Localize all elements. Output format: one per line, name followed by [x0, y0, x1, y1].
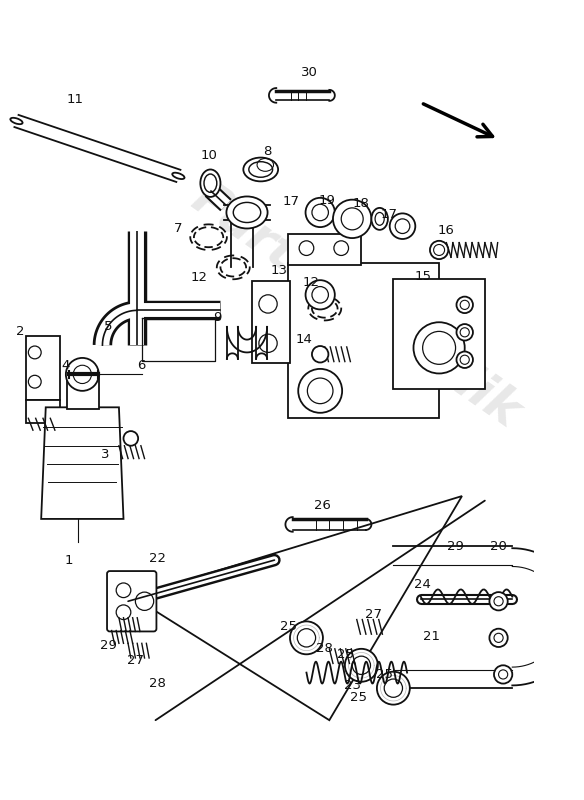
Circle shape — [489, 629, 507, 647]
Text: PartsRepublik: PartsRepublik — [183, 174, 530, 438]
Circle shape — [123, 431, 138, 446]
Circle shape — [413, 322, 465, 374]
FancyBboxPatch shape — [394, 279, 485, 389]
Circle shape — [457, 297, 473, 313]
Polygon shape — [133, 496, 462, 720]
Text: 28: 28 — [317, 642, 333, 655]
FancyBboxPatch shape — [107, 571, 157, 631]
Ellipse shape — [11, 118, 23, 124]
Text: 12: 12 — [191, 271, 208, 284]
Text: 30: 30 — [301, 66, 318, 79]
Text: 26: 26 — [314, 498, 331, 512]
Circle shape — [377, 672, 410, 705]
Ellipse shape — [227, 197, 267, 229]
FancyBboxPatch shape — [67, 374, 99, 409]
Circle shape — [298, 369, 342, 413]
Text: 8: 8 — [263, 145, 272, 158]
Text: 13: 13 — [270, 263, 287, 277]
Circle shape — [489, 592, 507, 610]
Text: 7: 7 — [174, 222, 183, 235]
Circle shape — [494, 666, 512, 683]
Text: 11: 11 — [67, 94, 84, 106]
Circle shape — [430, 241, 449, 259]
Text: 9: 9 — [214, 311, 222, 324]
Text: 4: 4 — [62, 358, 70, 372]
Text: 27: 27 — [127, 654, 144, 667]
Text: 22: 22 — [149, 552, 166, 565]
Text: 17: 17 — [283, 195, 300, 208]
Circle shape — [457, 351, 473, 368]
Text: 14: 14 — [296, 333, 312, 346]
Text: 5: 5 — [104, 320, 112, 334]
Text: 29: 29 — [447, 540, 464, 553]
Circle shape — [66, 358, 99, 391]
Text: 3: 3 — [101, 448, 109, 462]
Text: 25: 25 — [280, 620, 297, 634]
FancyBboxPatch shape — [26, 400, 60, 423]
Circle shape — [457, 324, 473, 341]
Ellipse shape — [371, 208, 388, 230]
Text: 25: 25 — [338, 648, 354, 661]
Ellipse shape — [244, 158, 278, 182]
Text: 12: 12 — [303, 277, 319, 290]
Text: 15: 15 — [414, 270, 431, 283]
Circle shape — [290, 622, 323, 654]
Text: 21: 21 — [423, 630, 440, 642]
Ellipse shape — [172, 173, 185, 179]
Circle shape — [312, 346, 328, 362]
Circle shape — [390, 214, 415, 239]
FancyBboxPatch shape — [288, 262, 439, 418]
Text: 19: 19 — [319, 194, 336, 207]
Circle shape — [305, 198, 335, 227]
Text: 27: 27 — [365, 609, 382, 622]
FancyBboxPatch shape — [288, 234, 361, 265]
Text: 6: 6 — [138, 358, 146, 372]
Text: 20: 20 — [490, 540, 507, 553]
Text: 18: 18 — [353, 197, 370, 210]
Text: 1: 1 — [64, 554, 73, 566]
Ellipse shape — [200, 170, 221, 197]
Circle shape — [305, 280, 335, 310]
FancyBboxPatch shape — [26, 336, 60, 400]
Text: 16: 16 — [438, 224, 455, 238]
Circle shape — [333, 200, 371, 238]
Circle shape — [345, 649, 378, 682]
Text: 17: 17 — [380, 208, 397, 221]
FancyBboxPatch shape — [252, 281, 290, 363]
Text: 24: 24 — [414, 578, 431, 591]
Text: 10: 10 — [200, 150, 217, 162]
Text: 23: 23 — [344, 679, 361, 692]
Text: 25: 25 — [376, 668, 392, 681]
Polygon shape — [41, 407, 123, 519]
Text: 29: 29 — [99, 638, 116, 652]
Text: 25: 25 — [350, 691, 367, 704]
Text: 2: 2 — [16, 325, 25, 338]
Text: 28: 28 — [149, 677, 166, 690]
